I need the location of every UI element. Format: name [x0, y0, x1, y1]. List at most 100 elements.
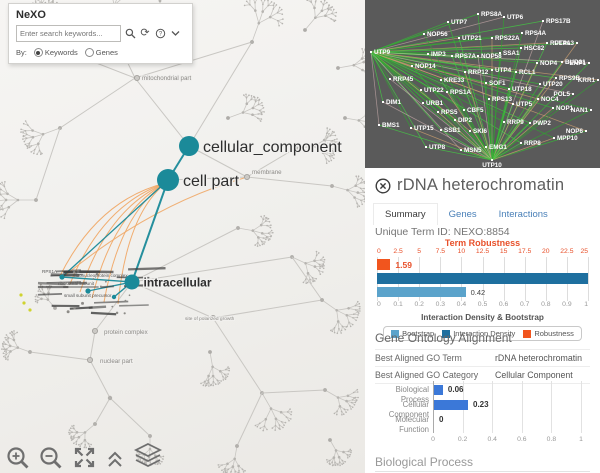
gene-label[interactable]: BUD21	[565, 59, 586, 66]
gene-label[interactable]: UTP8	[429, 144, 446, 151]
gene-label[interactable]: UTP5	[516, 101, 533, 108]
gene-label[interactable]: SOF1	[489, 80, 506, 87]
gene-label[interactable]: SSA1	[503, 50, 520, 57]
term-node-label[interactable]: cellular_component	[202, 138, 344, 158]
gene-label[interactable]: URB1	[426, 100, 444, 107]
gene-label[interactable]: RRP45	[393, 76, 414, 83]
collapse-icon[interactable]	[106, 450, 124, 470]
gene-label[interactable]: DIP2	[458, 117, 472, 124]
gene-label[interactable]: RPS9B	[559, 75, 580, 82]
bar-robustness[interactable]	[377, 259, 391, 270]
gene-label[interactable]: KRR1	[578, 77, 596, 84]
gene-label[interactable]: RCL1	[519, 69, 536, 76]
tab-genes[interactable]: Genes	[448, 209, 477, 220]
gene-label[interactable]: RRP8	[524, 140, 541, 147]
gene-label[interactable]: NOP1	[556, 105, 574, 112]
gene-label[interactable]: RRP12	[468, 69, 489, 76]
gene-label[interactable]: RPS8A	[481, 11, 502, 18]
gene-label[interactable]: NOP14	[415, 63, 436, 70]
gene-label[interactable]: UTP10	[482, 162, 502, 169]
axis-tick: 0.3	[435, 301, 446, 308]
gene-label[interactable]: MSN5	[464, 147, 482, 154]
gene-label[interactable]: CBF5	[467, 107, 484, 114]
help-icon[interactable]: ?	[154, 28, 166, 40]
gene-label[interactable]: UTP13	[554, 40, 574, 47]
gene-label[interactable]: POL5	[554, 91, 571, 98]
gene-label[interactable]: SSB1	[444, 127, 461, 134]
gene-label[interactable]: UTP21	[462, 35, 482, 42]
gene-label[interactable]: UTP22	[424, 87, 444, 94]
gene-label[interactable]: RPS4A	[525, 30, 546, 37]
gene-label[interactable]: NOP6	[566, 128, 584, 135]
go-score-bar[interactable]	[434, 400, 468, 410]
bar-interaction-density[interactable]	[377, 273, 588, 284]
gene-label[interactable]: RPS17B	[546, 18, 571, 25]
search-icon[interactable]	[124, 28, 136, 40]
gene-label[interactable]: IMP3	[431, 51, 446, 58]
gene-label[interactable]: PWP2	[533, 120, 551, 127]
gene-label[interactable]: RPS22A	[495, 35, 520, 42]
zoom-out-icon[interactable]	[39, 446, 63, 470]
gene-label[interactable]: NAN1	[571, 107, 589, 114]
layers-icon[interactable]	[133, 443, 163, 470]
cluster-term-label[interactable]: ribonucleoprotein complex	[74, 273, 128, 278]
gene-label[interactable]: SKI6	[473, 128, 487, 135]
gene-label[interactable]: NOP4	[540, 60, 558, 67]
ontology-tree-view[interactable]: RPS1A ribonucleoprotein complex ribosomal …	[0, 0, 365, 473]
gene-label[interactable]: DIM1	[386, 99, 402, 106]
gene-label[interactable]: UTP7	[451, 19, 468, 26]
gene-label[interactable]: HSC82	[524, 45, 545, 52]
chevron-down-icon[interactable]	[169, 28, 181, 40]
gene-label[interactable]: EMG1	[489, 144, 507, 151]
radio-keywords[interactable]: Keywords	[33, 48, 78, 57]
gene-label[interactable]: RPL4A	[550, 40, 571, 47]
cluster-term-label[interactable]: small subunit precursor	[64, 293, 112, 298]
refresh-icon[interactable]: ⟳	[140, 27, 150, 39]
term-node-label[interactable]: cell part	[182, 172, 241, 192]
bar-bootstrap[interactable]	[377, 287, 466, 297]
go-score-bar[interactable]	[434, 385, 443, 395]
legend-item[interactable]: Robustness	[523, 329, 574, 338]
gene-label[interactable]: UTP20	[543, 81, 563, 88]
radio-genes[interactable]: Genes	[84, 48, 118, 57]
term-node-label[interactable]: nuclear part	[99, 357, 134, 366]
gene-label[interactable]: UTP9	[374, 49, 391, 56]
term-node[interactable]	[179, 136, 199, 156]
term-node-label[interactable]: intracellular	[142, 274, 213, 291]
term-node[interactable]	[157, 169, 179, 191]
gene-label[interactable]: UTP6	[507, 14, 524, 21]
term-node-label[interactable]: mitochondrial part	[141, 74, 192, 83]
gene-network-view[interactable]: UTP9 UTP10 RPS8A UTP6 RPS17B UTP7 NOP56 UTP21 RP…	[365, 0, 600, 169]
gene-label[interactable]: MPP10	[557, 135, 578, 142]
gene-label[interactable]: UTP4	[495, 67, 512, 74]
gene-label[interactable]: NOP56	[427, 31, 448, 38]
legend-item[interactable]: Bootstrap	[391, 329, 434, 338]
gene-label[interactable]: KRE33	[444, 77, 465, 84]
cluster-term-label[interactable]: ribosomal subunit	[58, 281, 95, 286]
term-node-label[interactable]: protein complex	[103, 328, 150, 337]
gene-label[interactable]: BMS1	[382, 122, 400, 129]
gene-label[interactable]: UTP18	[512, 86, 532, 93]
gene-label[interactable]: RPS7A	[455, 53, 476, 60]
term-node-label[interactable]: membrane	[251, 168, 283, 177]
gene-label[interactable]: RPS5	[441, 109, 458, 116]
ontology-tree-canvas[interactable]: RPS1A ribonucleoprotein complex ribosomal …	[0, 0, 365, 473]
gene-label[interactable]: NOP58	[481, 53, 502, 60]
gene-label[interactable]: UTP15	[414, 125, 434, 132]
tab-interactions[interactable]: Interactions	[498, 209, 548, 220]
legend-item[interactable]: Interaction Density	[442, 329, 515, 338]
term-node-label[interactable]: site of polarized growth	[184, 315, 236, 323]
cluster-term-label[interactable]: RPS1A	[42, 269, 58, 274]
tab-summary[interactable]: Summary	[373, 203, 438, 225]
search-input[interactable]	[16, 25, 121, 42]
gene-label[interactable]: RPS13	[492, 96, 512, 103]
gene-label[interactable]: ENP1	[570, 60, 587, 67]
close-icon[interactable]	[375, 177, 391, 194]
term-node[interactable]	[124, 274, 140, 290]
zoom-in-icon[interactable]	[6, 446, 30, 470]
gene-label[interactable]: NOC4	[541, 96, 559, 103]
gene-label[interactable]: RRP9	[507, 119, 524, 126]
gene-label[interactable]: RPS1A	[450, 89, 471, 96]
fit-to-screen-icon[interactable]	[72, 445, 97, 470]
